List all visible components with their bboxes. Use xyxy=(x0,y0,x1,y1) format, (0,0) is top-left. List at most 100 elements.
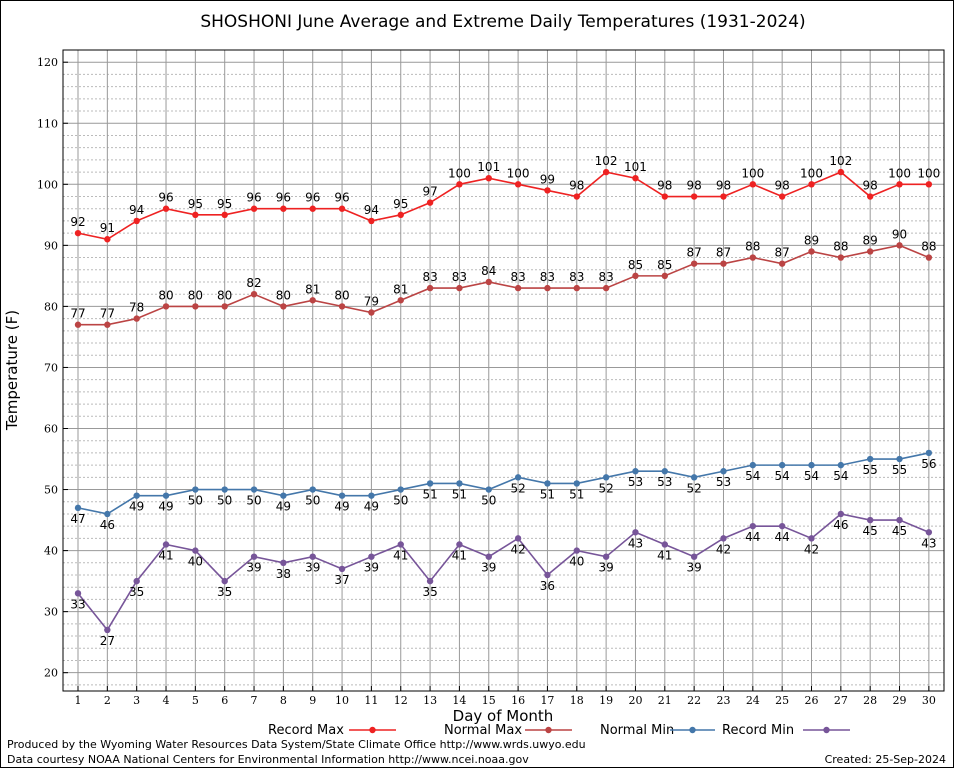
data-point-record-max xyxy=(720,193,727,200)
data-point-normal-max xyxy=(778,260,786,267)
data-point-normal-min xyxy=(309,486,316,493)
data-point-record-max xyxy=(514,181,522,188)
series-line-normal-min xyxy=(77,452,930,515)
data-point-normal-min xyxy=(514,474,522,481)
data-point-record-max xyxy=(456,181,463,188)
data-point-normal-max xyxy=(280,303,287,310)
data-point-record-max xyxy=(866,193,874,200)
data-label-record-max: 96 xyxy=(334,191,349,205)
data-point-record-max xyxy=(896,181,903,188)
data-point-record-min xyxy=(309,553,316,560)
legend-marker xyxy=(823,726,830,734)
data-label-record-max: 96 xyxy=(158,191,173,205)
data-label-normal-max: 80 xyxy=(334,288,349,302)
data-label-normal-min: 46 xyxy=(100,518,115,532)
data-point-normal-max xyxy=(573,284,580,292)
footer-created-date: Created: 25-Sep-2024 xyxy=(824,753,946,766)
series-normal-max: 77 77 78 80 80 80 82 80 81 80 79 81 83 83 84 83 83 83 83 85… xyxy=(70,227,937,328)
data-label-record-max: 101 xyxy=(477,160,500,174)
data-point-record-min xyxy=(720,535,727,542)
data-point-record-max xyxy=(250,205,258,212)
data-label-normal-max: 90 xyxy=(892,227,907,241)
data-label-record-max: 100 xyxy=(507,166,530,180)
data-point-record-min xyxy=(74,590,82,597)
data-point-normal-max xyxy=(192,303,199,310)
data-point-record-max xyxy=(485,175,492,182)
data-label-normal-min: 49 xyxy=(129,500,144,514)
data-label-record-max: 98 xyxy=(863,179,878,193)
data-point-normal-max xyxy=(309,297,316,304)
data-label-normal-min: 52 xyxy=(686,481,701,495)
x-tick-label: 19 xyxy=(599,694,613,707)
data-label-record-max: 92 xyxy=(70,215,85,229)
data-point-record-max xyxy=(368,217,375,225)
data-point-normal-min xyxy=(338,492,346,499)
legend-marker xyxy=(369,726,376,734)
data-point-normal-min xyxy=(778,461,786,469)
x-tick-label: 2 xyxy=(104,694,111,707)
data-point-normal-max xyxy=(338,303,346,310)
data-label-record-min: 36 xyxy=(540,579,555,593)
data-label-record-min: 27 xyxy=(100,634,115,648)
data-point-record-min xyxy=(104,626,111,634)
data-point-record-min xyxy=(221,577,228,585)
legend-label: Normal Max xyxy=(444,723,522,738)
data-label-normal-min: 54 xyxy=(745,469,760,483)
x-tick-label: 18 xyxy=(570,694,584,707)
x-tick-label: 3 xyxy=(133,694,140,707)
data-label-normal-max: 89 xyxy=(863,233,878,247)
data-label-normal-max: 82 xyxy=(246,276,261,290)
data-point-normal-min xyxy=(749,461,757,469)
legend-item-normal-max: Normal Max xyxy=(444,723,572,738)
data-point-record-max xyxy=(74,229,82,237)
y-axis-title: Temperature (F) xyxy=(3,310,21,431)
data-point-record-min xyxy=(544,571,551,579)
data-label-record-min: 44 xyxy=(775,530,790,544)
data-label-record-max: 98 xyxy=(657,179,672,193)
y-tick-label: 30 xyxy=(44,606,58,619)
y-tick-label: 60 xyxy=(44,422,58,435)
data-point-normal-min xyxy=(368,492,375,499)
data-label-record-min: 45 xyxy=(892,524,907,538)
data-label-record-min: 39 xyxy=(686,561,701,575)
data-label-record-max: 101 xyxy=(624,160,647,174)
data-label-record-min: 42 xyxy=(804,542,819,556)
x-tick-label: 22 xyxy=(687,694,701,707)
data-point-record-min xyxy=(896,516,903,524)
data-label-record-min: 39 xyxy=(246,561,261,575)
data-point-record-max xyxy=(602,168,610,176)
y-tick-label: 40 xyxy=(44,545,58,558)
data-point-normal-min xyxy=(661,468,668,475)
data-point-normal-min xyxy=(192,486,199,493)
data-point-record-max xyxy=(309,205,316,212)
data-label-record-min: 35 xyxy=(422,585,437,599)
x-tick-label: 7 xyxy=(251,694,258,707)
data-label-normal-max: 80 xyxy=(158,288,173,302)
y-tick-label: 90 xyxy=(44,239,58,252)
data-label-normal-max: 83 xyxy=(422,270,437,284)
data-point-normal-min xyxy=(397,486,404,493)
data-label-normal-max: 84 xyxy=(481,264,496,278)
data-label-normal-max: 81 xyxy=(305,282,320,296)
data-label-record-max: 102 xyxy=(829,154,852,168)
data-label-normal-min: 49 xyxy=(364,500,379,514)
data-label-record-min: 41 xyxy=(158,548,173,562)
data-label-record-max: 98 xyxy=(569,179,584,193)
data-label-normal-max: 80 xyxy=(217,288,232,302)
data-point-normal-max xyxy=(749,254,757,261)
data-point-normal-max xyxy=(690,260,698,267)
y-tick-label: 80 xyxy=(44,300,58,313)
data-label-normal-min: 53 xyxy=(716,475,731,489)
legend-label: Normal Min xyxy=(600,723,674,738)
data-point-record-max xyxy=(837,168,845,176)
data-point-record-max xyxy=(192,211,199,219)
data-label-record-max: 91 xyxy=(100,221,115,235)
data-label-record-min: 41 xyxy=(393,548,408,562)
data-label-record-max: 99 xyxy=(540,172,555,186)
x-tick-label: 9 xyxy=(309,694,316,707)
legend-item-record-min: Record Min xyxy=(722,723,850,738)
data-point-record-min xyxy=(602,553,610,560)
data-label-record-max: 96 xyxy=(305,191,320,205)
data-label-normal-max: 78 xyxy=(129,301,144,315)
data-label-normal-max: 79 xyxy=(364,295,379,309)
